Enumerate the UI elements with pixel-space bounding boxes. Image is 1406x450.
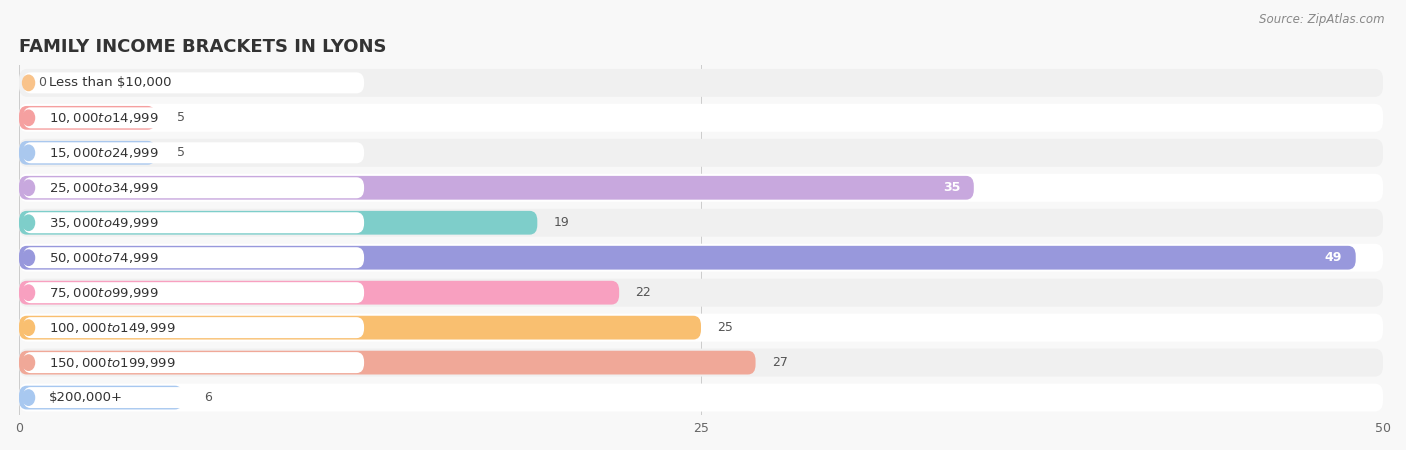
- Text: FAMILY INCOME BRACKETS IN LYONS: FAMILY INCOME BRACKETS IN LYONS: [20, 37, 387, 55]
- Circle shape: [22, 355, 35, 370]
- Text: 5: 5: [177, 111, 186, 124]
- FancyBboxPatch shape: [22, 317, 364, 338]
- Text: $50,000 to $74,999: $50,000 to $74,999: [49, 251, 159, 265]
- Circle shape: [22, 110, 35, 126]
- Text: 5: 5: [177, 146, 186, 159]
- FancyBboxPatch shape: [20, 279, 1384, 306]
- Text: Source: ZipAtlas.com: Source: ZipAtlas.com: [1260, 14, 1385, 27]
- Text: $150,000 to $199,999: $150,000 to $199,999: [49, 356, 176, 369]
- FancyBboxPatch shape: [20, 139, 1384, 167]
- FancyBboxPatch shape: [22, 177, 364, 198]
- FancyBboxPatch shape: [20, 106, 156, 130]
- Text: 27: 27: [772, 356, 787, 369]
- Text: $200,000+: $200,000+: [49, 391, 122, 404]
- Circle shape: [22, 75, 35, 90]
- Circle shape: [22, 285, 35, 300]
- FancyBboxPatch shape: [20, 174, 1384, 202]
- Text: $75,000 to $99,999: $75,000 to $99,999: [49, 286, 159, 300]
- FancyBboxPatch shape: [22, 352, 364, 373]
- FancyBboxPatch shape: [22, 212, 364, 233]
- Circle shape: [22, 320, 35, 335]
- Text: 0: 0: [38, 76, 46, 90]
- FancyBboxPatch shape: [22, 282, 364, 303]
- FancyBboxPatch shape: [22, 142, 364, 163]
- FancyBboxPatch shape: [20, 209, 1384, 237]
- FancyBboxPatch shape: [20, 383, 1384, 412]
- Text: $15,000 to $24,999: $15,000 to $24,999: [49, 146, 159, 160]
- FancyBboxPatch shape: [20, 104, 1384, 132]
- FancyBboxPatch shape: [20, 351, 755, 374]
- Circle shape: [22, 390, 35, 405]
- FancyBboxPatch shape: [20, 244, 1384, 272]
- FancyBboxPatch shape: [20, 316, 702, 340]
- Text: 19: 19: [554, 216, 569, 229]
- Text: $25,000 to $34,999: $25,000 to $34,999: [49, 181, 159, 195]
- FancyBboxPatch shape: [22, 72, 364, 93]
- Text: $100,000 to $149,999: $100,000 to $149,999: [49, 321, 176, 335]
- FancyBboxPatch shape: [20, 141, 156, 165]
- Text: 35: 35: [943, 181, 960, 194]
- Circle shape: [22, 180, 35, 195]
- Circle shape: [22, 145, 35, 161]
- Circle shape: [22, 250, 35, 266]
- FancyBboxPatch shape: [20, 69, 1384, 97]
- FancyBboxPatch shape: [20, 314, 1384, 342]
- FancyBboxPatch shape: [22, 108, 364, 128]
- FancyBboxPatch shape: [20, 281, 619, 305]
- FancyBboxPatch shape: [20, 349, 1384, 377]
- Text: $10,000 to $14,999: $10,000 to $14,999: [49, 111, 159, 125]
- Circle shape: [22, 215, 35, 230]
- FancyBboxPatch shape: [20, 246, 1355, 270]
- FancyBboxPatch shape: [22, 247, 364, 268]
- Text: Less than $10,000: Less than $10,000: [49, 76, 172, 90]
- Text: $35,000 to $49,999: $35,000 to $49,999: [49, 216, 159, 230]
- FancyBboxPatch shape: [20, 176, 974, 200]
- FancyBboxPatch shape: [22, 387, 364, 408]
- FancyBboxPatch shape: [20, 386, 183, 410]
- Text: 25: 25: [717, 321, 734, 334]
- Text: 22: 22: [636, 286, 651, 299]
- Text: 6: 6: [204, 391, 212, 404]
- Text: 49: 49: [1324, 251, 1343, 264]
- FancyBboxPatch shape: [20, 211, 537, 234]
